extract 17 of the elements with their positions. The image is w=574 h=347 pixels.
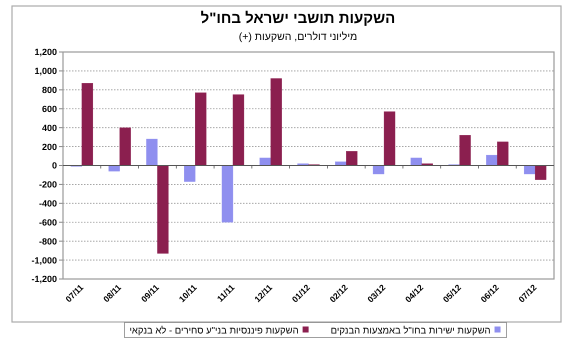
chart-subtitle: מיליוני דולרים, השקעות (+) [238,31,358,43]
y-tick-label: 800 [42,85,57,96]
y-tick-label: -600 [38,217,57,228]
legend-label: השקעות ישירות בחו"ל באמצעות הבנקים [330,325,491,336]
y-tick-label: -200 [38,180,57,190]
y-tick-label: 400 [42,122,57,133]
y-tick-label: 0 [52,160,57,171]
y-tick-label: 1,200 [34,47,57,58]
chart-title: השקעות תושבי ישראל בחו"ל [200,10,396,27]
legend-label: השקעות פיננסיות בני"ע סחירים - לא בנקאי [129,325,299,336]
y-tick-label: -400 [38,198,57,209]
y-tick-label: 200 [42,142,57,152]
y-tick-label: -800 [38,236,57,246]
y-tick-label: 1,000 [34,66,57,76]
y-tick-label: -1,000 [31,255,57,266]
y-tick-label: -1,200 [31,274,57,284]
y-tick-label: 600 [42,104,57,114]
